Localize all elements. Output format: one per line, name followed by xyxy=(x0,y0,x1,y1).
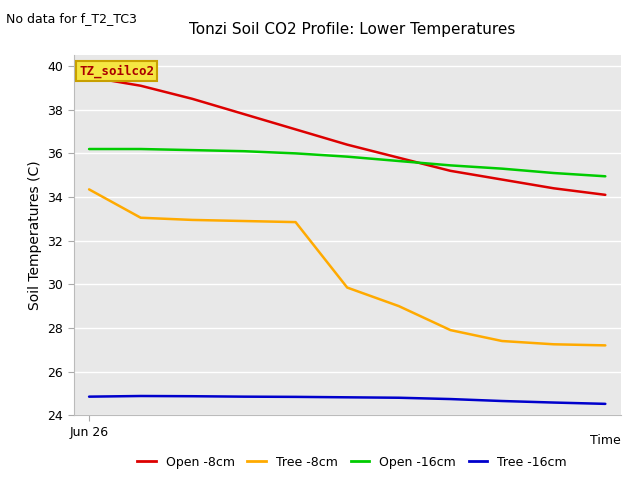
Y-axis label: Soil Temperatures (C): Soil Temperatures (C) xyxy=(28,160,42,310)
Text: Time: Time xyxy=(590,434,621,447)
Legend: Open -8cm, Tree -8cm, Open -16cm, Tree -16cm: Open -8cm, Tree -8cm, Open -16cm, Tree -… xyxy=(132,451,572,474)
Text: Tonzi Soil CO2 Profile: Lower Temperatures: Tonzi Soil CO2 Profile: Lower Temperatur… xyxy=(189,22,515,36)
Text: TZ_soilco2: TZ_soilco2 xyxy=(79,64,154,78)
Text: No data for f_T2_TC3: No data for f_T2_TC3 xyxy=(6,12,137,25)
